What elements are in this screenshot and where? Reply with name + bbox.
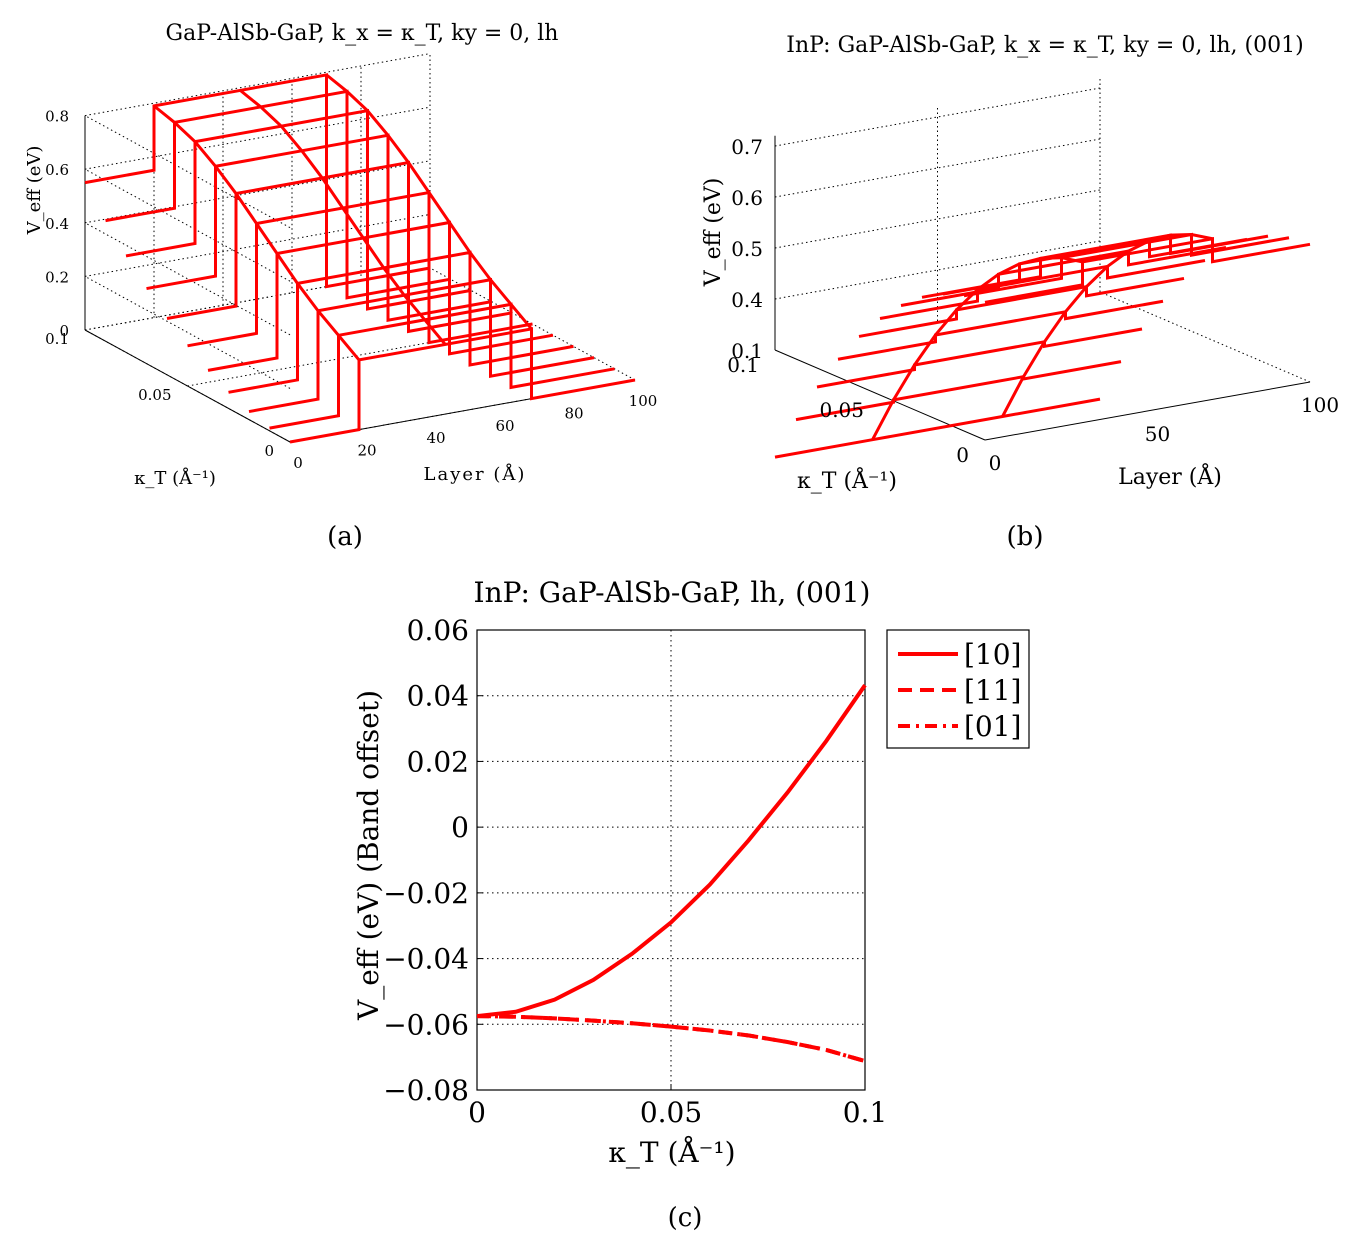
panel-b-x-label: Layer (Å) bbox=[1118, 462, 1222, 490]
grid-line bbox=[429, 267, 636, 381]
z-tick-label: 0.7 bbox=[731, 135, 763, 159]
series-line-10 bbox=[476, 684, 867, 1019]
panel-b: InP: GaP-AlSb-GaP, k_x = κ_T, ky = 0, lh… bbox=[701, 33, 1339, 552]
grid-line bbox=[774, 138, 1101, 198]
panel-c-x-label: κ_T (Å⁻¹) bbox=[608, 1136, 735, 1169]
x-tick-label: 80 bbox=[564, 404, 583, 422]
y-tick-label: −0.08 bbox=[383, 1074, 469, 1107]
mesh-line bbox=[879, 259, 1206, 320]
panel-c-ticks: 0.060.040.020−0.02−0.04−0.06−0.080 0.05 0.… bbox=[383, 614, 887, 1129]
x-tick-label: 40 bbox=[426, 429, 445, 447]
z-tick-label: 0.2 bbox=[45, 268, 69, 286]
y-tick-label: 0 bbox=[451, 811, 469, 844]
panel-a-z-label: V_eff (eV) bbox=[24, 146, 45, 236]
mesh-line bbox=[289, 327, 636, 444]
panel-c-title: InP: GaP-AlSb-GaP, lh, (001) bbox=[474, 576, 871, 609]
panel-a-y-label: κ_T (Å⁻¹) bbox=[134, 467, 216, 489]
y-tick-label: 0 bbox=[956, 443, 969, 467]
panel-c-caption: (c) bbox=[668, 1203, 703, 1233]
grid-line bbox=[84, 329, 291, 443]
mesh-line bbox=[1001, 232, 1213, 418]
z-tick-label: 0.6 bbox=[45, 161, 69, 179]
panel-a-surface-mesh bbox=[84, 73, 636, 444]
grid-line bbox=[84, 275, 291, 389]
mesh-line bbox=[269, 302, 615, 430]
panel-c-y-label: V_eff (eV) (Band offset) bbox=[352, 690, 385, 1021]
x-tick-label: 100 bbox=[629, 392, 658, 410]
mesh-line bbox=[816, 327, 1143, 389]
panel-a: GaP-AlSb-GaP, k_x = κ_T, ky = 0, lh 0 20 4… bbox=[24, 21, 657, 552]
grid-line bbox=[84, 222, 291, 336]
x-tick-label: 60 bbox=[495, 417, 514, 435]
grid-line bbox=[84, 168, 291, 282]
panel-a-caption: (a) bbox=[327, 522, 363, 552]
z-tick-label: 0.8 bbox=[45, 108, 69, 126]
y-tick-label: 0.1 bbox=[727, 353, 759, 377]
z-tick-label: 0.6 bbox=[731, 186, 763, 210]
panel-a-x-label: Layer (Å) bbox=[424, 463, 527, 485]
y-tick-label: 0 bbox=[264, 442, 274, 460]
mesh-line bbox=[921, 237, 1248, 299]
mesh-line bbox=[325, 73, 533, 330]
panel-b-ticks: 0 50 100 0 0.05 0.1 0.4 0.5 0.6 0.7 0.1 bbox=[727, 135, 1339, 475]
panel-c: InP: GaP-AlSb-GaP, lh, (001) 0.06 0.04 0.0… bbox=[352, 576, 1030, 1233]
mesh-line bbox=[207, 220, 554, 372]
mesh-line bbox=[858, 276, 1185, 338]
mesh-line bbox=[795, 360, 1122, 422]
z-tick-label: 0.5 bbox=[731, 237, 763, 261]
y-tick-label: 0.1 bbox=[45, 330, 69, 348]
x-tick-label: 20 bbox=[357, 442, 376, 460]
z-origin-tick-label: 0.1 bbox=[731, 339, 763, 363]
x-axis-line bbox=[984, 381, 1311, 441]
mesh-line bbox=[146, 133, 492, 322]
x-tick-label: 50 bbox=[1145, 422, 1170, 446]
y-tick-label: 0.04 bbox=[407, 680, 469, 713]
legend-label: [01] bbox=[964, 710, 1021, 743]
y-tick-label: 0.05 bbox=[138, 386, 171, 404]
grid-line bbox=[774, 189, 1101, 249]
z-tick-label: 0 bbox=[59, 322, 69, 340]
mesh-line bbox=[125, 108, 472, 311]
y-tick-label: −0.02 bbox=[383, 877, 469, 910]
mesh-line bbox=[153, 104, 361, 361]
mesh-line bbox=[900, 245, 1227, 307]
mesh-line bbox=[871, 256, 1083, 441]
panel-b-surface-mesh bbox=[774, 232, 1311, 459]
y-tick-label: 0.06 bbox=[407, 614, 469, 647]
panel-b-title: InP: GaP-AlSb-GaP, k_x = κ_T, ky = 0, lh… bbox=[786, 33, 1303, 58]
mesh-line bbox=[774, 397, 1101, 459]
grid-line bbox=[774, 87, 1101, 147]
grid-line bbox=[774, 240, 1101, 300]
series-line-11 bbox=[476, 1014, 866, 1064]
panel-c-series bbox=[476, 684, 867, 1064]
panel-b-caption: (b) bbox=[1007, 522, 1044, 552]
x-tick-label: 0 bbox=[293, 454, 303, 472]
y-tick-label: 0.02 bbox=[407, 745, 469, 778]
x-tick-label: 0.05 bbox=[640, 1096, 702, 1129]
x-tick-label: 100 bbox=[1301, 393, 1339, 417]
y-tick-label: 0.05 bbox=[819, 398, 864, 422]
x-tick-label: 0 bbox=[468, 1096, 486, 1129]
mesh-line bbox=[984, 236, 1311, 304]
z-tick-label: 0.4 bbox=[45, 215, 69, 233]
panel-b-y-label: κ_T (Å⁻¹) bbox=[797, 466, 897, 494]
x-tick-label: 0 bbox=[989, 451, 1002, 475]
z-tick-label: 0.4 bbox=[731, 288, 763, 312]
panel-a-title: GaP-AlSb-GaP, k_x = κ_T, ky = 0, lh bbox=[166, 21, 559, 46]
mesh-line bbox=[837, 299, 1164, 361]
x-tick-label: 0.1 bbox=[843, 1096, 888, 1129]
mesh-line bbox=[239, 89, 447, 346]
panel-c-grid bbox=[476, 629, 866, 1091]
legend-label: [11] bbox=[964, 674, 1021, 707]
panel-c-legend: [10][11][01] bbox=[886, 629, 1030, 749]
y-tick-label: −0.04 bbox=[383, 943, 469, 976]
legend-label: [10] bbox=[964, 638, 1021, 671]
panel-b-z-label: V_eff (eV) bbox=[701, 178, 726, 288]
grid-line bbox=[84, 115, 291, 229]
y-tick-label: −0.06 bbox=[383, 1008, 469, 1041]
series-line-01 bbox=[476, 1014, 866, 1064]
